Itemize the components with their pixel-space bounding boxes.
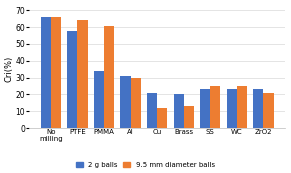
Bar: [51, 17, 61, 128]
Bar: [253, 89, 263, 128]
Bar: [157, 108, 167, 128]
Bar: [184, 106, 194, 128]
Bar: [41, 17, 51, 128]
Bar: [263, 93, 274, 128]
Bar: [174, 94, 184, 128]
Bar: [120, 76, 131, 128]
Y-axis label: Cri(%): Cri(%): [5, 56, 14, 82]
Bar: [200, 89, 210, 128]
Bar: [104, 25, 114, 128]
Bar: [210, 86, 220, 128]
Bar: [67, 31, 77, 128]
Legend: 2 g balls, 9.5 mm diameter balls: 2 g balls, 9.5 mm diameter balls: [76, 162, 215, 168]
Bar: [227, 89, 237, 128]
Bar: [131, 78, 141, 128]
Bar: [94, 71, 104, 128]
Bar: [237, 86, 247, 128]
Bar: [147, 93, 157, 128]
Bar: [77, 20, 88, 128]
